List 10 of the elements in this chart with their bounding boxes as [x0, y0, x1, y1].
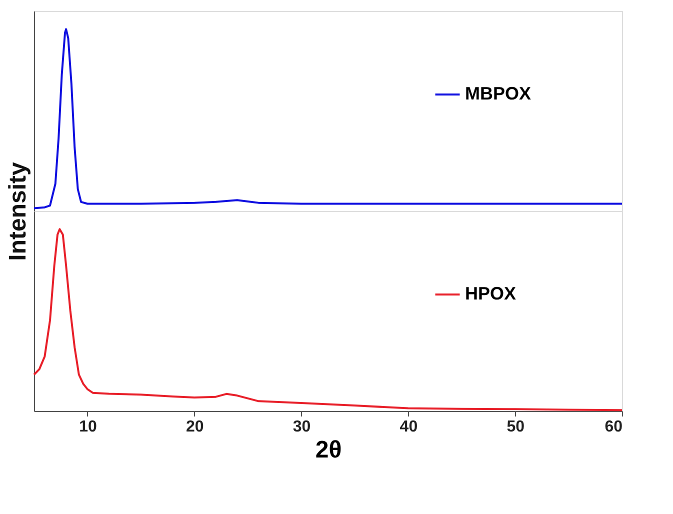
- x-tick-label: 50: [506, 418, 525, 436]
- y-axis-title: Intensity: [4, 162, 32, 261]
- x-axis-title: 2θ: [315, 436, 342, 464]
- x-tick-label: 40: [400, 418, 418, 436]
- x-tick-label: 60: [604, 418, 623, 436]
- legend-label: MBPOX: [465, 84, 532, 104]
- x-tick-label: 20: [186, 418, 204, 436]
- x-tick-label: 30: [292, 418, 311, 436]
- x-tick-label: 10: [79, 418, 97, 436]
- legend-label: HPOX: [465, 284, 516, 304]
